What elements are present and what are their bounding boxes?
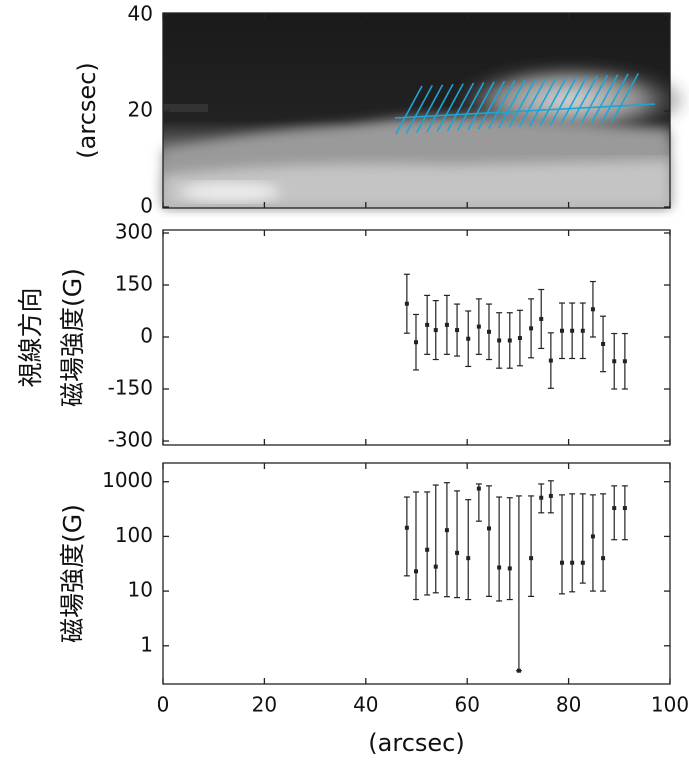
y-tick-label: 20 xyxy=(128,98,153,122)
data-point xyxy=(570,328,575,333)
data-point xyxy=(601,556,606,561)
field-line xyxy=(549,76,578,126)
data-point xyxy=(413,569,418,574)
data-point xyxy=(560,560,565,565)
solar-image xyxy=(162,12,689,209)
data-point xyxy=(466,556,471,561)
data-point xyxy=(404,525,409,530)
x-tick-label: 80 xyxy=(556,693,581,717)
data-point xyxy=(516,668,521,673)
data-point xyxy=(455,550,460,555)
y-tick-label: 10 xyxy=(128,578,153,602)
data-point xyxy=(539,316,544,321)
field-line xyxy=(446,82,475,132)
field-line xyxy=(518,78,547,128)
field-line xyxy=(611,73,640,122)
data-point xyxy=(404,301,409,306)
data-point xyxy=(455,328,460,333)
field-line xyxy=(487,80,516,129)
data-point xyxy=(466,336,471,341)
data-point xyxy=(570,560,575,565)
field-line xyxy=(457,82,485,131)
x-tick-label: 20 xyxy=(252,693,277,717)
data-point xyxy=(517,336,522,341)
y-tick-label: -150 xyxy=(108,376,153,400)
x-tick-label: 40 xyxy=(353,693,378,717)
y-axis-label: 磁場強度(G) xyxy=(58,268,87,407)
data-point xyxy=(548,358,553,363)
data-point xyxy=(413,340,418,345)
field-line xyxy=(405,85,434,134)
y-axis-label: (arcsec) xyxy=(73,62,101,158)
data-point xyxy=(612,506,617,511)
field-line xyxy=(529,77,557,127)
field-lines xyxy=(394,73,656,135)
field-line xyxy=(570,75,598,125)
data-point xyxy=(590,307,595,312)
data-point xyxy=(580,560,585,565)
data-point xyxy=(529,326,534,331)
x-tick-label: 100 xyxy=(651,693,689,717)
data-point xyxy=(580,328,585,333)
data-point xyxy=(497,565,502,570)
data-point xyxy=(444,322,449,327)
data-point xyxy=(622,359,627,364)
data-point xyxy=(425,547,430,552)
data-point xyxy=(433,564,438,569)
field-line xyxy=(426,83,454,133)
field-line xyxy=(477,80,506,130)
data-point xyxy=(590,534,595,539)
y-tick-label: 150 xyxy=(115,272,153,296)
y-tick-label: 0 xyxy=(140,324,153,348)
field-line xyxy=(395,85,423,135)
x-axis-label: (arcsec) xyxy=(368,729,464,757)
data-point xyxy=(433,328,438,333)
data-point xyxy=(507,338,512,343)
y-axis-label: 磁場強度(G) xyxy=(58,504,87,643)
field-line xyxy=(415,84,444,134)
y-tick-label: 100 xyxy=(115,523,153,547)
data-point xyxy=(622,506,627,511)
y-tick-label: 0 xyxy=(140,194,153,218)
data-point xyxy=(476,486,481,491)
y-tick-label: 40 xyxy=(128,2,153,26)
data-point xyxy=(529,556,534,561)
data-point xyxy=(601,341,606,346)
field-line xyxy=(590,74,619,123)
y-tick-label: 1 xyxy=(140,632,153,656)
data-point xyxy=(612,359,617,364)
field-line xyxy=(498,79,526,129)
field-line xyxy=(436,83,464,132)
y-tick-label: -300 xyxy=(108,428,153,452)
data-point xyxy=(539,495,544,500)
field-axis xyxy=(394,103,656,119)
field-line xyxy=(580,74,609,124)
data-point xyxy=(507,566,512,571)
field-line xyxy=(467,81,495,131)
y-tick-label: 1000 xyxy=(102,468,153,492)
field-line xyxy=(560,76,588,125)
field-line xyxy=(508,79,537,128)
data-point xyxy=(487,329,492,334)
x-tick-label: 0 xyxy=(157,693,170,717)
plot-frame xyxy=(162,462,671,685)
data-point xyxy=(548,493,553,498)
data-point xyxy=(487,526,492,531)
y-tick-label: 300 xyxy=(115,220,153,244)
y-axis-label: 視線方向 xyxy=(16,287,45,387)
data-point xyxy=(444,528,449,533)
x-tick-label: 60 xyxy=(454,693,479,717)
data-point xyxy=(425,322,430,327)
data-point xyxy=(497,338,502,343)
data-point xyxy=(560,328,565,333)
field-line xyxy=(539,77,567,126)
field-line xyxy=(601,73,629,123)
data-point xyxy=(476,324,481,329)
